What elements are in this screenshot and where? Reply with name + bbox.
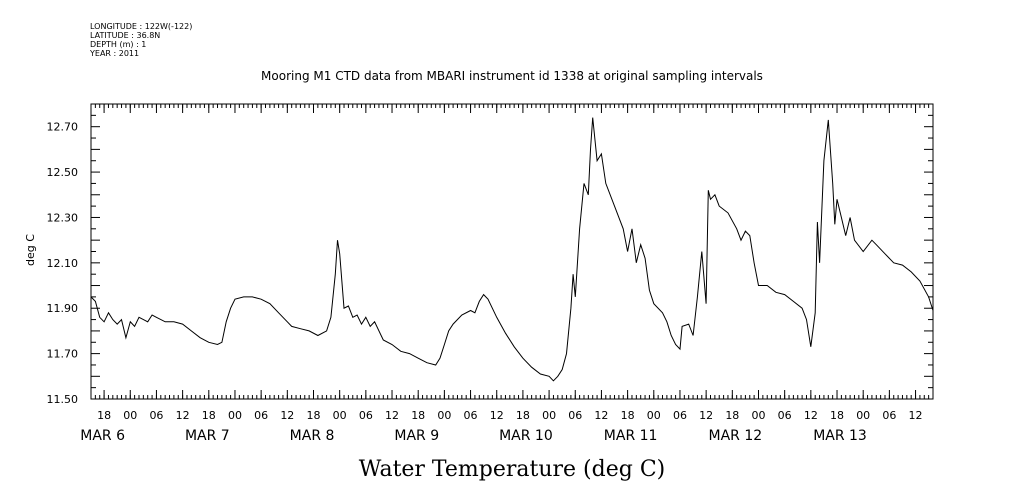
y-tick-label: 11.70 [47,348,79,361]
x-hour-tick-label: 00 [856,409,870,422]
x-hour-tick-label: 12 [176,409,190,422]
x-hour-tick-label: 18 [830,409,844,422]
x-hour-tick-label: 06 [778,409,792,422]
y-tick-label: 12.10 [47,257,79,270]
x-hour-tick-label: 12 [385,409,399,422]
meta-longitude: LONGITUDE : 122W(-122) [90,22,193,31]
x-hour-tick-label: 00 [123,409,137,422]
x-hour-tick-label: 18 [97,409,111,422]
x-hour-tick-label: 12 [804,409,818,422]
x-hour-tick-label: 00 [228,409,242,422]
x-hour-tick-label: 18 [306,409,320,422]
tick-marks [90,103,934,400]
x-hour-tick-label: 06 [149,409,163,422]
y-tick-label: 12.50 [47,166,79,179]
x-hour-tick-label: 18 [202,409,216,422]
y-tick-label: 11.90 [47,302,79,315]
x-hour-tick-label: 06 [568,409,582,422]
x-hour-tick-label: 12 [490,409,504,422]
series-line [90,117,934,382]
meta-depth: DEPTH (m) : 1 [90,40,147,49]
x-day-label: MAR 10 [499,428,553,444]
x-day-label: MAR 11 [604,428,658,444]
x-hour-tick-label: 00 [751,409,765,422]
x-hour-tick-label: 12 [280,409,294,422]
meta-latitude: LATITUDE : 36.8N [90,31,161,40]
x-hour-tick-label: 00 [333,409,347,422]
x-hour-tick-label: 12 [909,409,923,422]
y-tick-label: 11.50 [47,393,79,406]
x-day-label: MAR 6 [80,428,125,444]
x-hour-tick-label: 18 [411,409,425,422]
metadata-block: LONGITUDE : 122W(-122) LATITUDE : 36.8N … [90,22,192,58]
x-hour-tick-label: 18 [516,409,530,422]
x-hour-tick-label: 06 [464,409,478,422]
y-tick-labels: 11.50 11.70 11.90 12.10 12.30 12.50 12.70 [47,121,79,406]
x-hour-tick-label: 06 [882,409,896,422]
series-group [90,117,934,382]
x-hour-tick-label: 00 [647,409,661,422]
x-hour-tick-label: 18 [725,409,739,422]
plot-frame [90,103,934,400]
y-tick-label: 12.70 [47,121,79,134]
y-tick-label: 12.30 [47,211,79,224]
x-hour-tick-label: 06 [359,409,373,422]
x-hour-tick-label: 06 [254,409,268,422]
x-day-label: MAR 9 [394,428,439,444]
x-axis-label: Water Temperature (deg C) [359,457,666,482]
x-hour-tick-label: 12 [594,409,608,422]
x-day-label: MAR 13 [813,428,867,444]
x-day-label: MAR 8 [290,428,335,444]
y-axis-label: deg C [24,234,37,266]
x-hour-tick-label: 18 [621,409,635,422]
x-hour-tick-label: 06 [673,409,687,422]
x-tick-labels: 18 00 06 12 18 00 06 12 18 00 06 12 18 00 06 12 18 00 06 12… [80,409,922,444]
x-day-label: MAR 12 [708,428,762,444]
x-hour-tick-label: 00 [542,409,556,422]
x-hour-tick-label: 00 [437,409,451,422]
meta-year: YEAR : 2011 [90,49,140,58]
chart-title: Mooring M1 CTD data from MBARI instrumen… [261,69,763,83]
x-day-label: MAR 7 [185,428,230,444]
x-hour-tick-label: 12 [699,409,713,422]
